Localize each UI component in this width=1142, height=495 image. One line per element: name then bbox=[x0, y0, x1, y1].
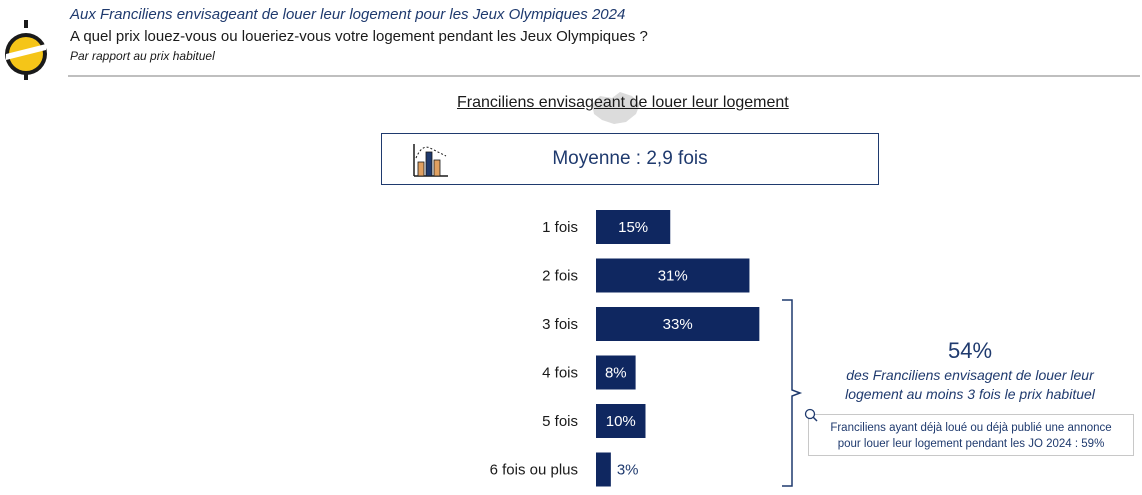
bar-value-label: 8% bbox=[605, 365, 627, 382]
callout-line1: Franciliens ayant déjà loué ou déjà publ… bbox=[830, 422, 1112, 434]
callout-line2: pour louer leur logement pendant les JO … bbox=[837, 438, 1105, 450]
chart-title: Franciliens envisageant de louer leur lo… bbox=[457, 94, 789, 111]
brand-logo bbox=[5, 20, 47, 80]
bar bbox=[596, 307, 760, 341]
highlight-text: des Franciliens envisagent de louer leur… bbox=[820, 366, 1120, 404]
category-label: 5 fois bbox=[542, 413, 578, 430]
category-label: 6 fois ou plus bbox=[490, 462, 578, 479]
bar-value-label: 31% bbox=[658, 268, 688, 285]
average-box: Moyenne : 2,9 fois bbox=[381, 133, 879, 185]
bar bbox=[596, 210, 671, 244]
category-label: 4 fois bbox=[542, 365, 578, 382]
bar bbox=[596, 404, 646, 438]
category-label: 2 fois bbox=[542, 268, 578, 285]
bar-chart: 1 fois 15% 2 fois 31% 3 fois 33% 4 fois 8% 5 foi… bbox=[490, 210, 760, 487]
bar bbox=[596, 355, 636, 390]
bar-value-label: 33% bbox=[663, 316, 693, 333]
category-label: 3 fois bbox=[542, 316, 578, 333]
highlight-text-line1: des Franciliens envisagent de louer leur bbox=[846, 367, 1094, 383]
category-label: 1 fois bbox=[542, 219, 578, 236]
average-value: Moyenne : 2,9 fois bbox=[552, 148, 708, 169]
highlight-percent: 54% bbox=[947, 338, 993, 363]
header-question: A quel prix louez-vous ou loueriez-vous … bbox=[70, 28, 648, 45]
bar-value-label: 10% bbox=[606, 413, 636, 430]
bar bbox=[596, 452, 611, 487]
magnifier-icon bbox=[804, 408, 818, 422]
callout-text: Franciliens ayant déjà loué ou déjà publ… bbox=[809, 420, 1133, 452]
bar-value-label: 3% bbox=[617, 462, 639, 479]
bar-value-label: 15% bbox=[618, 219, 648, 236]
header-subtitle: Aux Franciliens envisageant de louer leu… bbox=[70, 6, 626, 23]
header-note: Par rapport au prix habituel bbox=[70, 49, 215, 63]
right-brace bbox=[782, 299, 803, 487]
highlight-text-line2: logement au moins 3 fois le prix habitue… bbox=[845, 386, 1095, 402]
bar bbox=[596, 258, 750, 293]
ile-de-france-map-icon bbox=[592, 92, 640, 124]
statistics-chart-icon bbox=[413, 144, 448, 177]
header-divider bbox=[68, 75, 1140, 77]
callout-box: Franciliens ayant déjà loué ou déjà publ… bbox=[804, 408, 1134, 456]
